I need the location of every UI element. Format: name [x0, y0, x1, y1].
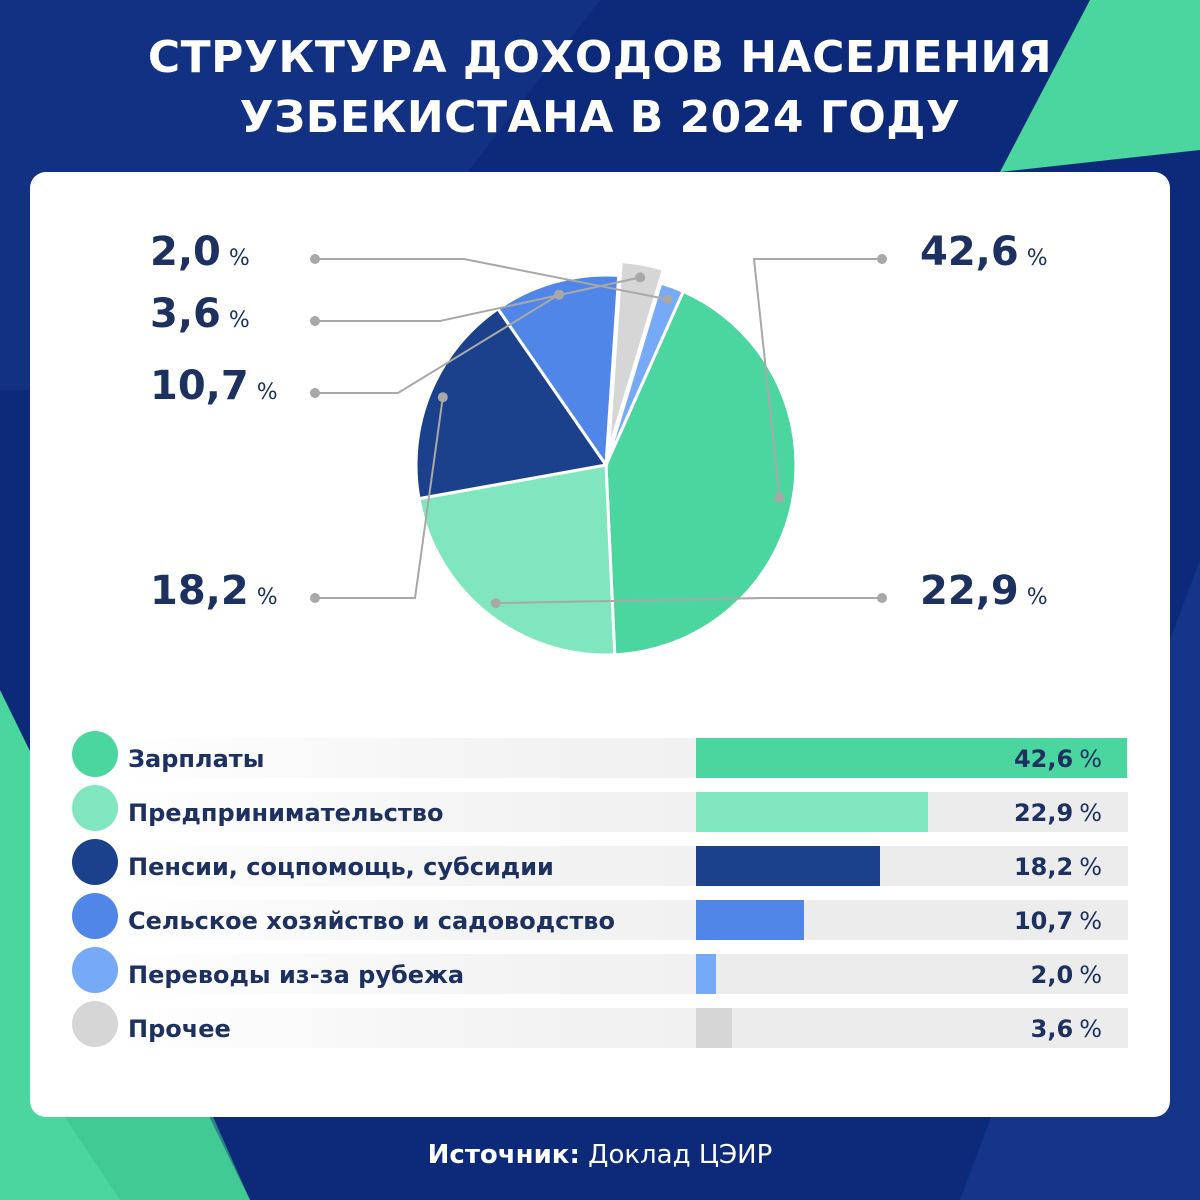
legend-swatch-entrepreneurship — [72, 785, 118, 831]
legend-value-number-pensions: 18,2 — [1013, 853, 1074, 881]
title-line-2: УЗБЕКИСТАНА В 2024 ГОДУ — [239, 92, 961, 143]
legend-row-wages: Зарплаты 42,6% — [72, 731, 1128, 779]
callout-value-remittances: 2,0 — [150, 229, 221, 275]
leader-dot-pensions-end — [310, 593, 320, 603]
leader-line-entrepreneurship — [495, 597, 882, 605]
title-line-1: СТРУКТУРА ДОХОДОВ НАСЕЛЕНИЯ — [147, 32, 1053, 83]
legend-value-number-entrepreneurship: 22,9 — [1013, 799, 1074, 827]
legend-row-entrepreneurship: Предпринимательство 22,9% — [72, 785, 1128, 833]
legend-row-remittances: Переводы из-за рубежа 2,0% — [72, 947, 1128, 995]
legend-value-wages: 42,6% — [1014, 739, 1102, 779]
leader-dot-remittances-start — [662, 294, 673, 305]
bar-fill-entrepreneurship — [696, 792, 928, 832]
callout-label-other: 3,6% — [150, 291, 250, 337]
leader-dot-wages-end — [877, 254, 887, 264]
bar-track-wages — [696, 738, 1127, 778]
leader-line-pensions — [315, 397, 444, 599]
legend-row-pensions: Пенсии, соцпомощь, субсидии 18,2% — [72, 839, 1128, 887]
legend-swatch-remittances — [72, 947, 118, 993]
pie-slice-pensions — [414, 306, 609, 501]
bar-fill-other — [696, 1008, 733, 1048]
legend-value-agriculture: 10,7% — [1014, 901, 1102, 941]
legend-value-pensions: 18,2% — [1014, 847, 1102, 887]
bar-track-pensions — [696, 846, 1127, 886]
legend-value-number-remittances: 2,0 — [1030, 961, 1074, 989]
legend-swatch-agriculture — [72, 893, 118, 939]
callout-label-pensions: 18,2% — [150, 568, 278, 614]
pie-slice-entrepreneurship — [417, 463, 617, 657]
bar-fill-agriculture — [696, 900, 805, 940]
callout-value-other: 3,6 — [150, 291, 221, 337]
callout-unit-remittances: % — [228, 246, 250, 271]
leader-line-other — [315, 276, 641, 322]
legend-label-agriculture: Сельское хозяйство и садоводство — [128, 907, 615, 935]
legend-value-entrepreneurship: 22,9% — [1014, 793, 1102, 833]
leader-dot-wages-start — [774, 492, 785, 503]
bar-track-remittances — [696, 954, 1127, 994]
chart-card: 42,6% 22,9% 18,2% 10,7% 2,0% 3,6% Зарплаты 42,… — [30, 172, 1170, 1117]
legend-swatch-other — [72, 1001, 118, 1047]
legend-value-number-wages: 42,6 — [1013, 745, 1074, 773]
pie-chart — [310, 254, 887, 657]
bar-fill-wages — [696, 738, 1127, 778]
callout-label-agriculture: 10,7% — [150, 363, 278, 409]
callout-label-entrepreneurship: 22,9% — [920, 568, 1048, 614]
callout-value-pensions: 18,2 — [150, 568, 249, 614]
pie-slice-remittances — [604, 281, 686, 466]
legend-swatch-pensions — [72, 839, 118, 885]
pie-slice-agriculture — [495, 273, 621, 470]
legend-value-other: 3,6% — [1031, 1009, 1102, 1049]
leader-line-agriculture — [315, 293, 560, 394]
leader-dot-remittances-end — [310, 254, 320, 264]
source-note: Источник: Доклад ЦЭИР — [0, 1140, 1200, 1170]
leader-dot-entrepreneurship-start — [490, 598, 501, 609]
legend-value-unit-pensions: % — [1079, 853, 1102, 881]
leader-dot-agriculture-end — [310, 388, 320, 398]
legend-label-pensions: Пенсии, соцпомощь, субсидии — [128, 853, 554, 881]
source-label: Источник: — [427, 1140, 580, 1170]
callout-label-wages: 42,6% — [920, 229, 1048, 275]
legend-value-remittances: 2,0% — [1031, 955, 1102, 995]
legend-value-unit-wages: % — [1079, 745, 1102, 773]
callout-unit-entrepreneurship: % — [1026, 585, 1048, 610]
legend-value-unit-remittances: % — [1079, 961, 1102, 989]
leader-dot-pensions-start — [437, 392, 448, 403]
callout-value-agriculture: 10,7 — [150, 363, 249, 409]
source-value: Доклад ЦЭИР — [588, 1140, 773, 1170]
legend-label-other: Прочее — [128, 1015, 231, 1043]
callout-label-remittances: 2,0% — [150, 229, 250, 275]
pie-slice-wages — [604, 289, 798, 657]
legend-value-number-agriculture: 10,7 — [1013, 907, 1074, 935]
callout-unit-pensions: % — [256, 585, 278, 610]
bar-track-entrepreneurship — [696, 792, 1127, 832]
callout-value-wages: 42,6 — [920, 229, 1019, 275]
legend-value-unit-other: % — [1079, 1015, 1102, 1043]
leader-dot-entrepreneurship-end — [877, 593, 887, 603]
legend-value-number-other: 3,6 — [1030, 1015, 1074, 1043]
callout-unit-wages: % — [1026, 246, 1048, 271]
callout-unit-agriculture: % — [256, 380, 278, 405]
bar-track-other — [696, 1008, 1127, 1048]
legend-swatch-wages — [72, 731, 118, 777]
bar-fill-pensions — [696, 846, 881, 886]
leader-dot-other-end — [310, 316, 320, 326]
callout-unit-other: % — [228, 308, 250, 333]
legend-label-wages: Зарплаты — [128, 745, 265, 773]
leader-line-wages — [752, 258, 882, 498]
bar-track-agriculture — [696, 900, 1127, 940]
legend-value-unit-entrepreneurship: % — [1079, 799, 1102, 827]
bar-fill-remittances — [696, 954, 717, 994]
leader-dot-other-start — [635, 272, 646, 283]
legend-row-other: Прочее 3,6% — [72, 1001, 1128, 1049]
page-title: СТРУКТУРА ДОХОДОВ НАСЕЛЕНИЯ УЗБЕКИСТАНА … — [0, 28, 1200, 148]
legend-label-remittances: Переводы из-за рубежа — [128, 961, 465, 989]
legend-label-entrepreneurship: Предпринимательство — [128, 799, 444, 827]
callout-value-entrepreneurship: 22,9 — [920, 568, 1019, 614]
pie-slice-other — [607, 260, 666, 452]
legend-row-agriculture: Сельское хозяйство и садоводство 10,7% — [72, 893, 1128, 941]
legend-value-unit-agriculture: % — [1079, 907, 1102, 935]
